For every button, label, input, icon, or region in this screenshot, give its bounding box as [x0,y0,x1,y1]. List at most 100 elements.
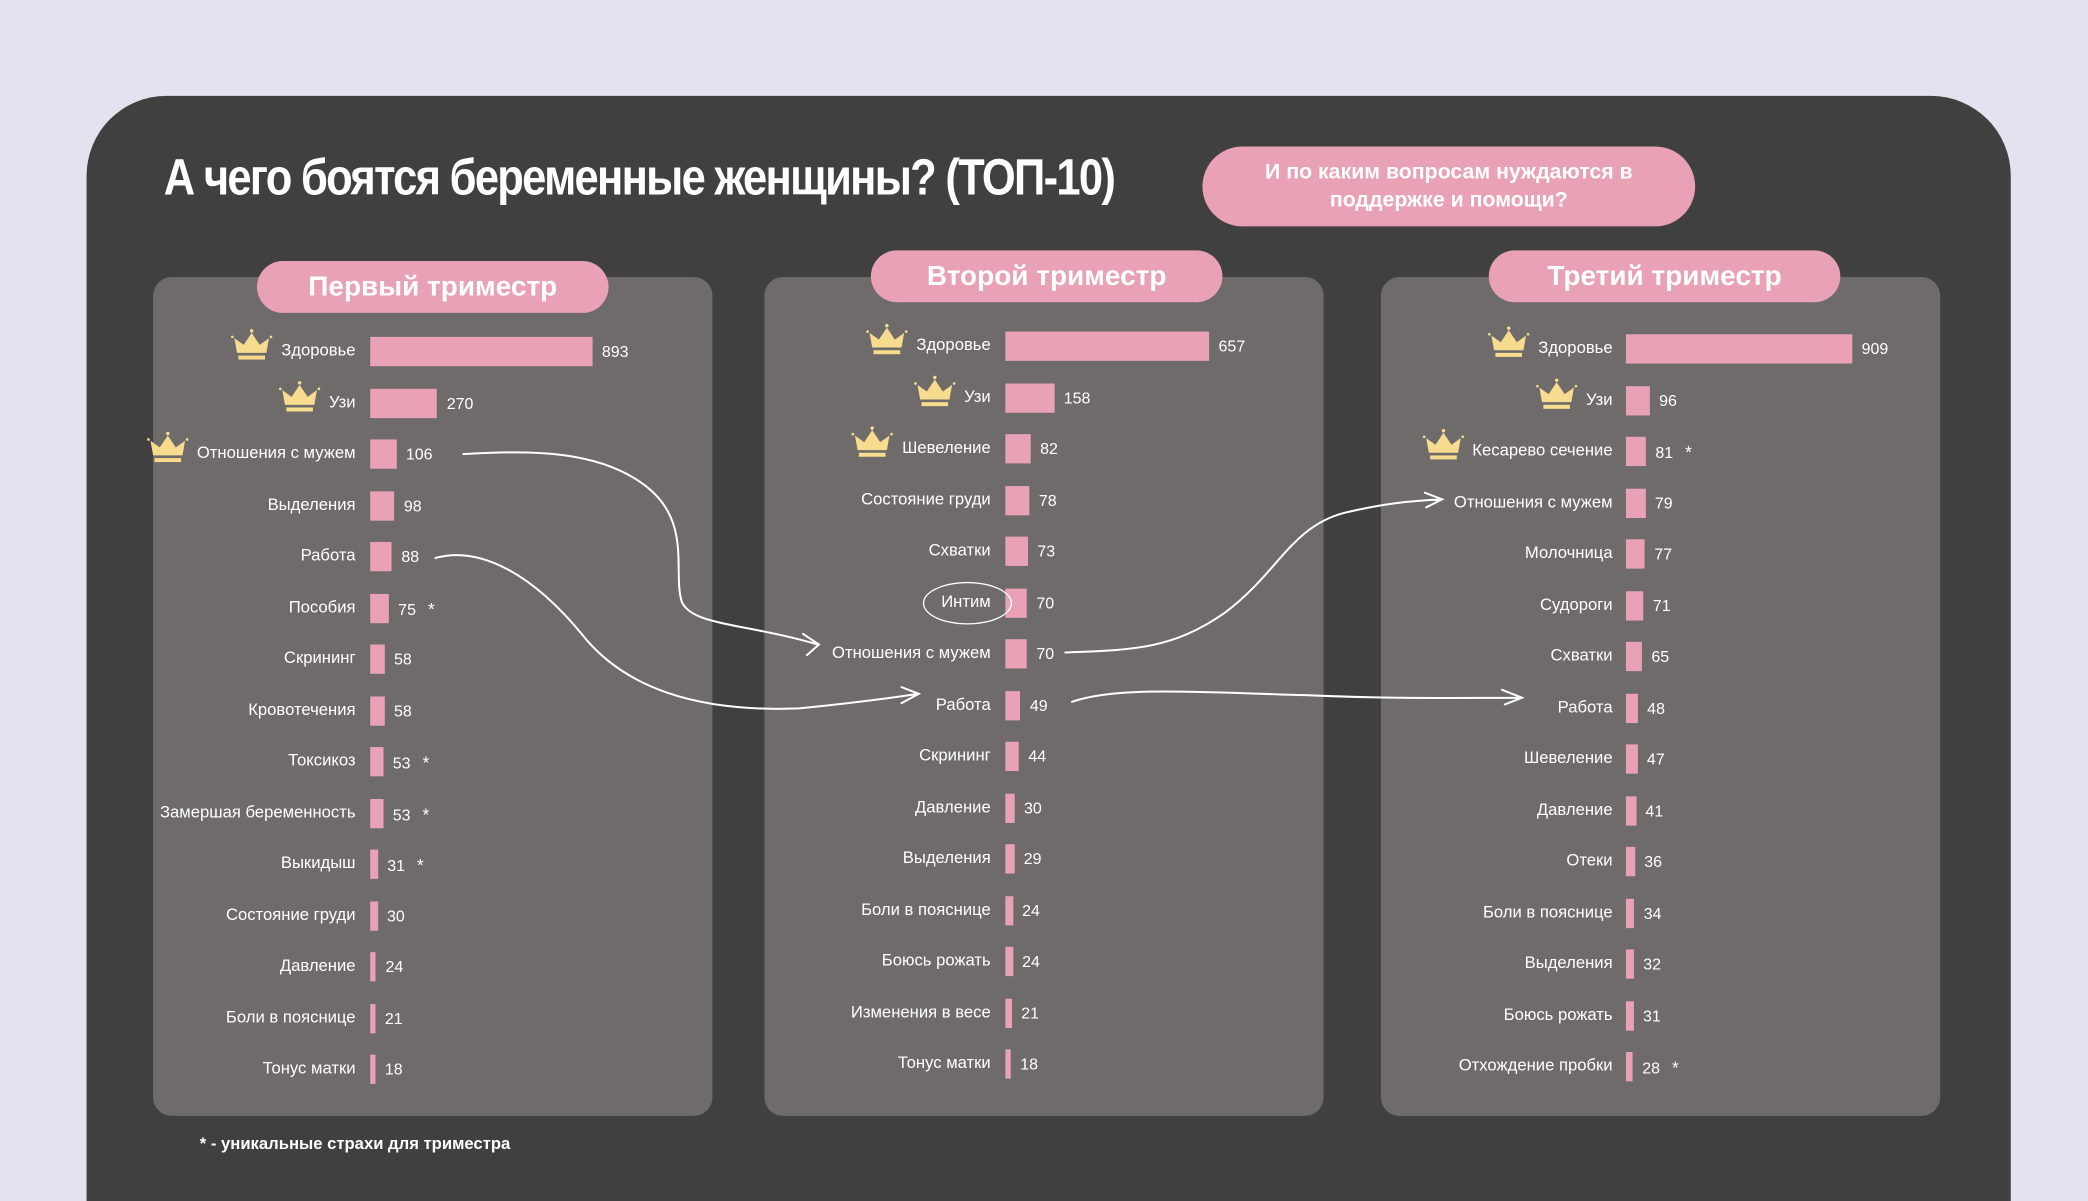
bar [1005,741,1020,772]
bar-value-text: 909 [1861,339,1889,359]
bar-value-text: 96 [1659,390,1677,410]
bar-row: Состояние груди 30 [0,900,2088,931]
bar [370,439,397,469]
crown-icon [852,426,895,461]
bar-value: 70 [1036,593,1054,612]
bar-value: 77 [1654,545,1672,564]
bar-value-text: 49 [1029,695,1048,715]
bar-value-text: 24 [385,957,404,977]
bar-value: 31 * [387,855,424,875]
bar [370,336,593,367]
bar-label: Давление [1536,799,1613,819]
bar-value: 30 [387,906,405,925]
bar-value-text: 48 [1647,698,1665,718]
bar-label: Боли в пояснице [861,899,991,919]
bar-value: 31 [1643,1006,1661,1025]
bar-value: 58 [394,701,412,720]
bar-value: 70 [1036,645,1054,664]
bar-label: Шевеление [902,438,991,457]
highlight-circle [922,581,1013,624]
bar-value: 28 * [1642,1057,1679,1077]
bar-row: Давление 24 [0,952,2088,982]
bar [1005,536,1029,566]
bar-row: Давление 30 [0,792,2088,823]
bar-row: Работа 88 [0,541,2088,572]
bar-label: Давление [279,956,356,975]
bar-value-text: 79 [1654,493,1673,513]
bar-row: Изменения в весе 21 [0,998,2088,1028]
bar-value: 18 [1020,1055,1038,1074]
bar-value: 909 [1862,340,1889,359]
bar-label: Состояние груди [861,489,991,509]
bar-label: Отхождение пробки [1458,1055,1613,1075]
pill-second-trimester: Второй триместр [870,250,1223,303]
bar-label: Здоровье [1538,338,1613,357]
bar-value-text: 65 [1651,647,1670,666]
bar-value: 48 [1647,698,1665,717]
bar-value-text: 30 [386,906,405,925]
bar-value: 49 [1030,696,1048,715]
bar-value-text: 70 [1036,644,1055,664]
crown-icon [231,329,274,364]
bar-value: 88 [401,547,419,566]
bar [1005,485,1030,515]
bar-value: 47 [1647,750,1665,769]
bar-label: Замершая беременность [159,802,356,821]
bar [1005,587,1028,618]
bar [370,900,378,931]
bar-value-text: 82 [1040,439,1058,459]
bar-label: Состояние груди [225,904,356,924]
bar-row: Молочница 77 [0,539,2088,569]
bar [1005,331,1210,361]
bar [1625,436,1647,467]
unique-marker: * [422,803,430,824]
unique-marker: * [422,752,430,773]
bar [370,388,438,418]
bar-row: Работа 49 [0,690,2088,720]
bar-value: 98 [404,496,422,515]
bar-label: Пособия [288,597,356,616]
bar [370,1003,376,1033]
bar [370,644,385,674]
bar-value: 73 [1037,542,1055,561]
bar [370,952,377,982]
crown-icon [1535,377,1578,413]
bar [1005,895,1013,925]
bar [1005,946,1013,977]
bar [1005,382,1055,413]
bar-value: 24 [1022,901,1040,920]
bar-value-text: 34 [1643,903,1662,923]
bar [1005,792,1015,823]
bar-row: Судороги 71 [0,590,2088,620]
bar-label: Работа [300,545,356,565]
bar-value-text: 81 [1655,443,1674,463]
bar-value-text: 44 [1028,747,1047,766]
bar-row: Отеки 36 [0,846,2088,877]
crown-icon [146,431,189,466]
bar-value-text: 88 [401,547,420,566]
bar-label: Токсикоз [288,751,356,770]
bar-label: Боюсь рожать [881,950,991,970]
bar-row: Схватки 73 [0,536,2088,566]
bar-value: 53 * [393,752,430,772]
bar-row: Шевеление 47 [0,744,2088,774]
bar [370,695,385,726]
bar-label: Здоровье [916,335,991,355]
bar-value-text: 28 [1642,1058,1661,1078]
bar-row: Выкидыш 31 * [0,849,2088,879]
bar [1625,693,1638,723]
bar-value: 41 [1645,801,1663,820]
bar-value: 21 [1021,1003,1039,1022]
bar-label: Работа [935,694,991,714]
question-pill: И по каким вопросам нуждаются в поддержк… [1202,146,1696,227]
bar-value-text: 32 [1643,954,1661,974]
bar-value: 82 [1040,439,1058,458]
crown-icon [866,323,909,359]
bar-row: Здоровье 657 [0,323,2088,361]
bar-label: Схватки [928,540,991,560]
bar-value-text: 21 [384,1008,403,1028]
bar-row: Отношения с мужем 79 [0,488,2088,518]
bar-value-text: 58 [393,649,412,669]
bar-value-text: 71 [1652,595,1671,615]
page-title: А чего боятся беременные женщины? (ТОП-1… [163,150,1116,207]
